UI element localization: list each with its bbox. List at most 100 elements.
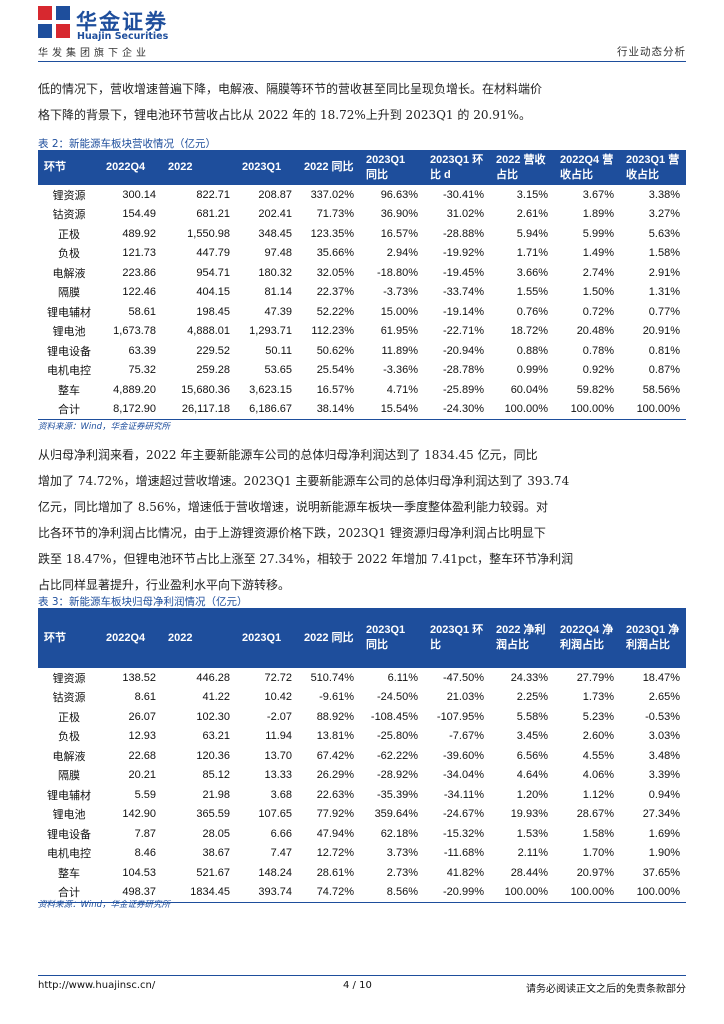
row-label: 负极	[58, 731, 80, 744]
row-label: 锂电辅材	[47, 789, 91, 802]
table-cell: 15.00%	[380, 305, 418, 318]
table-row: 锂电设备 7.87 28.05 6.66 47.94% 62.18% -15.32% 1.53…	[38, 824, 686, 844]
table-cell: 1.90%	[648, 847, 680, 860]
table-cell: 359.64%	[374, 808, 418, 821]
table-cell: 2.73%	[386, 866, 418, 879]
header-divider	[38, 61, 686, 62]
table-row: 锂电池 142.90 365.59 107.65 77.92% 359.64% -24.67…	[38, 805, 686, 825]
table-cell: 1.50%	[582, 286, 614, 299]
row-label: 锂电池	[52, 326, 86, 339]
table-cell: 0.81%	[648, 344, 680, 357]
table-row: 锂电辅材 5.59 21.98 3.68 22.63% -35.39% -34.11% 1.2…	[38, 785, 686, 805]
brand-name-cn: 华金证券	[76, 10, 168, 34]
row-label: 整车	[58, 867, 80, 880]
table-cell: 58.56%	[642, 383, 680, 396]
table-cell: 47.94%	[316, 827, 354, 840]
table-cell: -107.95%	[436, 710, 484, 723]
table-cell: 100.00%	[490, 399, 554, 420]
table-cell: 5.58%	[516, 710, 548, 723]
table-cell: 5.59	[134, 788, 156, 801]
table-cell: -20.94%	[443, 344, 484, 357]
table-row: 正极 26.07 102.30 -2.07 88.92% -108.45% -107.95%…	[38, 707, 686, 727]
column-header: 2022Q4	[100, 150, 162, 185]
table-cell: 25.54%	[316, 364, 354, 377]
table-cell: -22.71%	[443, 325, 484, 338]
table-cell: 75.32	[128, 364, 156, 377]
table-cell: -33.74%	[443, 286, 484, 299]
table-cell: 12.72%	[316, 847, 354, 860]
table-cell: 59.82%	[576, 383, 614, 396]
column-header: 2022Q4	[100, 608, 162, 668]
column-header: 环节	[38, 150, 100, 185]
table-cell: 3.67%	[582, 188, 614, 201]
table-cell: 63.21	[202, 730, 230, 743]
table-cell: 954.71	[196, 266, 230, 279]
table-cell: 11.94	[265, 730, 292, 743]
table-row: 合计 8,172.90 26,117.18 6,186.67 38.14% 15.54% -…	[38, 399, 686, 420]
column-header: 2023Q1 同比	[360, 608, 424, 668]
table-source: 资料来源：Wind，华金证券研究所	[38, 422, 171, 432]
table-cell: 6.11%	[387, 671, 418, 684]
row-label: 电解液	[52, 750, 86, 763]
table-cell: 1.31%	[648, 286, 680, 299]
table-row: 整车 4,889.20 15,680.36 3,623.15 16.57% 4.71% -2…	[38, 380, 686, 400]
table-cell: 1.58%	[648, 247, 680, 260]
column-header: 2022	[162, 608, 236, 668]
table-cell: 198.45	[196, 305, 230, 318]
table-cell: -35.39%	[377, 788, 418, 801]
table-cell: 122.46	[122, 286, 156, 299]
paragraph-line: 比各环节的净利润占比情况，由于上游锂资源价格下跌，2023Q1 锂资源归母净利润…	[38, 526, 546, 540]
table-cell: 4.55%	[582, 749, 614, 762]
table-cell: 22.63%	[316, 788, 354, 801]
table-cell: -108.45%	[370, 710, 418, 723]
table-cell: -25.80%	[377, 730, 418, 743]
table-cell: 154.49	[122, 208, 156, 221]
table-cell: 13.81%	[316, 730, 354, 743]
table-cell: 5.99%	[582, 227, 614, 240]
footer-divider	[38, 975, 686, 976]
table-cell: 8.56%	[360, 882, 424, 903]
row-label: 隔膜	[58, 770, 80, 783]
table-cell: 2.91%	[648, 266, 680, 279]
table-cell: 180.32	[258, 266, 292, 279]
table-cell: 0.87%	[648, 364, 680, 377]
table-cell: -7.67%	[449, 730, 484, 743]
row-label: 锂资源	[52, 189, 86, 202]
table-cell: 15,680.36	[181, 383, 230, 396]
table-cell: 208.87	[258, 188, 292, 201]
table-cell: 0.94%	[648, 788, 680, 801]
table-cell: 36.90%	[380, 208, 418, 221]
table-cell: -34.04%	[443, 769, 484, 782]
paragraph-line: 占比同样显著提升，行业盈利水平向下游转移。	[38, 578, 291, 592]
table-cell: 112.23%	[311, 325, 354, 338]
table-cell: 28.05	[202, 827, 230, 840]
table-cell: 120.36	[196, 749, 230, 762]
table-cell: 28.67%	[576, 808, 614, 821]
footer-website-link[interactable]: http://www.huajinsc.cn/	[38, 980, 156, 991]
table-cell: -3.73%	[383, 286, 418, 299]
table-row: 负极 12.93 63.21 11.94 13.81% -25.80% -7.67% 3.45…	[38, 727, 686, 747]
page-number: 4 / 10	[343, 980, 372, 991]
row-label: 电机电控	[47, 365, 91, 378]
table-row: 合计 498.37 1834.45 393.74 74.72% 8.56% -20.99% 1…	[38, 882, 686, 903]
row-label: 正极	[58, 228, 80, 241]
table-cell: 72.72	[264, 671, 292, 684]
table-cell: -0.53%	[645, 710, 680, 723]
revenue-table: 环节 2022Q4 2022 2023Q1 2022 同比 2023Q1 同比 2023Q1…	[38, 150, 686, 420]
table-cell: 20.21	[128, 769, 156, 782]
table-cell: 6,186.67	[236, 399, 298, 420]
column-header: 环节	[38, 608, 100, 668]
paragraph-line: 格下降的背景下，锂电池环节营收占比从 2022 年的 18.72%上升到 202…	[38, 108, 531, 122]
column-header: 2022 营收占比	[490, 150, 554, 185]
table-cell: 28.61%	[316, 866, 354, 879]
table-cell: 8,172.90	[100, 399, 162, 420]
table-cell: 18.47%	[642, 671, 680, 684]
table-cell: 1.58%	[582, 827, 614, 840]
table-cell: 0.78%	[582, 344, 614, 357]
huajin-logo-icon	[38, 6, 70, 38]
table-cell: 1.12%	[582, 788, 614, 801]
table-cell: 100.00%	[490, 882, 554, 903]
table-cell: 1.71%	[516, 247, 548, 260]
table-cell: 71.73%	[316, 208, 354, 221]
report-section-label: 行业动态分析	[617, 46, 686, 58]
